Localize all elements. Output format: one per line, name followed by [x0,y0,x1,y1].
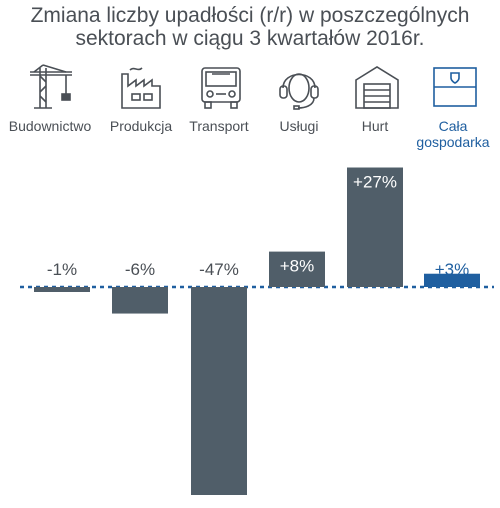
category-label-produkcja: Produkcja [109,118,173,134]
bar-uslugi [269,251,325,287]
truck-icon [196,64,246,110]
bar-budownictwo [34,287,90,292]
chart-title: Zmiana liczby upadłości (r/r) w poszczeg… [0,4,500,50]
category-label-cala-gospodarka: Cała gospodarka [416,118,490,150]
headset-icon [274,64,324,110]
value-label-hurt: +27% [353,173,397,192]
value-label-cala-gospodarka: +3% [435,260,470,279]
category-label-transport: Transport [189,118,249,134]
category-label-budownictwo: Budownictwo [8,118,92,134]
value-label-transport: -47% [199,260,239,279]
value-label-budownictwo: -1% [47,260,77,279]
crane-icon [26,64,76,110]
chart-title-line1: Zmiana liczby upadłości (r/r) w poszczeg… [30,4,470,27]
bar-hurt [347,167,403,287]
category-label-uslugi: Usługi [279,118,319,134]
chart-title-line2: sektorach w ciągu 3 kwartałów 2016r. [75,27,425,50]
category-label-hurt: Hurt [361,118,389,134]
flag-icon [430,64,480,110]
bar-cala-gospodarka [424,273,480,287]
value-label-produkcja: -6% [125,260,155,279]
factory-icon [116,64,166,110]
warehouse-icon [352,64,402,110]
value-label-uslugi: +8% [280,257,315,276]
bar-produkcja [112,287,168,314]
bar-transport [191,287,247,495]
